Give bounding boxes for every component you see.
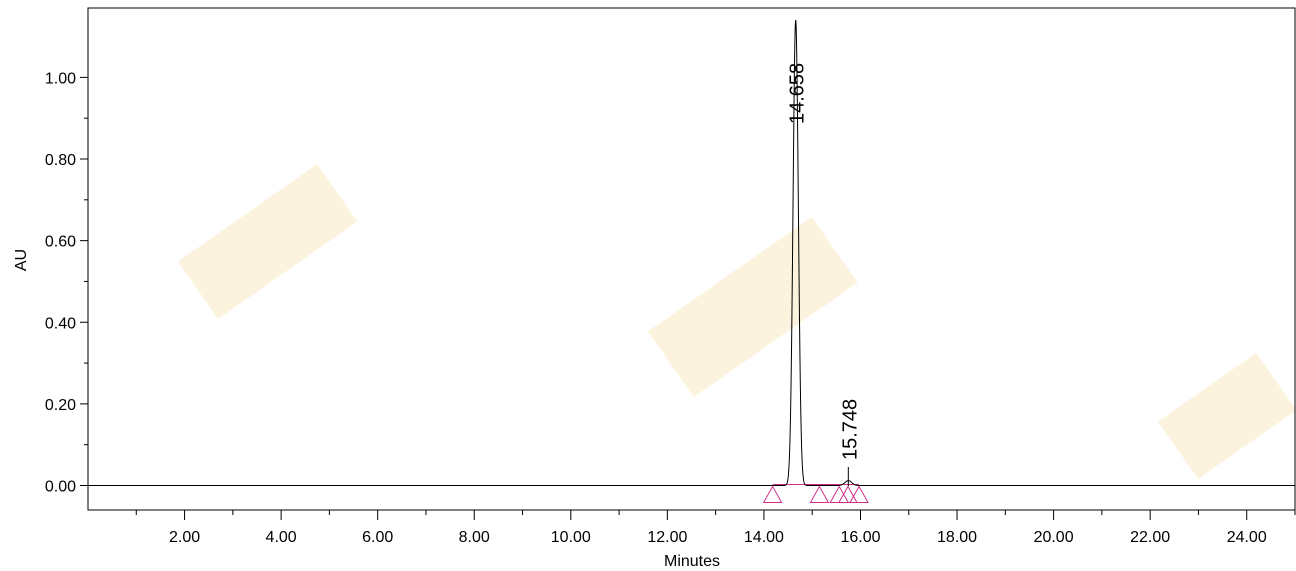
x-axis: 2.00 4.00 6.00 8.00 10.00 12.00 14.00 16.00 18.0… <box>135 510 1296 546</box>
integration-marker <box>838 485 858 504</box>
y-tick-label: 0.40 <box>45 315 76 332</box>
chromatogram-trace <box>88 20 1295 487</box>
y-tick-label: 0.60 <box>45 234 76 251</box>
integration-marker <box>762 485 783 504</box>
peak-label: 14.658 <box>787 63 809 124</box>
y-tick-label: 0.00 <box>45 479 76 496</box>
peak-label: 15.748 <box>839 399 861 460</box>
y-tick-label: 0.80 <box>45 152 76 169</box>
x-tick-label: 24.00 <box>1227 529 1267 546</box>
x-tick-label: 10.00 <box>551 529 591 546</box>
integration-markers <box>762 485 869 504</box>
x-tick-label: 4.00 <box>266 529 297 546</box>
y-axis: 0.00 0.20 0.40 0.60 0.80 1.00 <box>45 70 88 496</box>
x-tick-label: 12.00 <box>647 529 687 546</box>
x-tick-label: 6.00 <box>362 529 393 546</box>
x-tick-label: 18.00 <box>937 529 977 546</box>
x-tick-label: 2.00 <box>169 529 200 546</box>
x-tick-label: 16.00 <box>840 529 880 546</box>
y-tick-label: 1.00 <box>45 70 76 87</box>
x-tick-label: 8.00 <box>459 529 490 546</box>
y-axis-title: AU <box>13 249 30 271</box>
y-tick-label: 0.20 <box>45 397 76 414</box>
integration-marker <box>849 485 869 504</box>
x-tick-label: 22.00 <box>1130 529 1170 546</box>
x-tick-label: 20.00 <box>1034 529 1074 546</box>
integration-marker <box>829 485 850 504</box>
plot-frame <box>87 7 1296 511</box>
watermark <box>177 164 1296 479</box>
integration-marker <box>809 485 830 504</box>
x-axis-title: Minutes <box>664 553 720 570</box>
peak-labels: 14.658 15.748 <box>787 63 861 486</box>
x-tick-label: 14.00 <box>744 529 784 546</box>
